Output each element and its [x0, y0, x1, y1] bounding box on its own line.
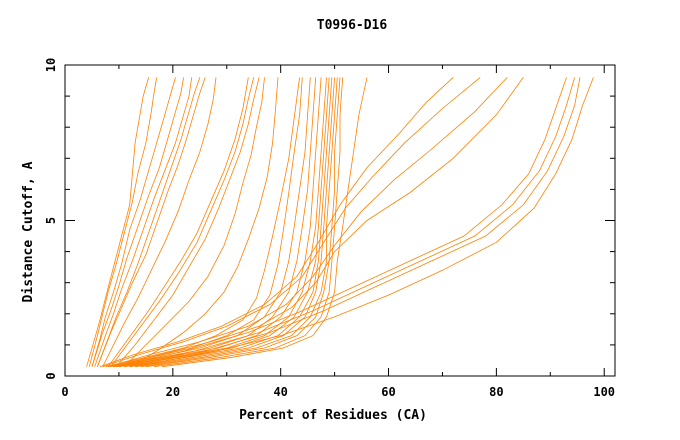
series-line-30 — [113, 77, 524, 368]
series-line-6 — [97, 77, 201, 367]
series-line-32 — [124, 77, 575, 368]
series-line-1 — [86, 77, 149, 367]
y-tick-label: 5 — [44, 217, 58, 224]
x-tick-label: 80 — [489, 385, 503, 399]
series-line-14 — [105, 77, 300, 368]
x-tick-label: 0 — [61, 385, 68, 399]
series-line-31 — [118, 77, 567, 368]
series-line-9 — [107, 77, 249, 367]
x-axis-label: Percent of Residues (CA) — [239, 408, 427, 423]
series-line-2 — [88, 77, 158, 367]
plot-lines — [86, 77, 594, 368]
series-line-11 — [115, 77, 260, 367]
series-line-15 — [108, 77, 303, 368]
series-line-7 — [97, 77, 206, 367]
series-line-21 — [129, 77, 333, 368]
series-line-4 — [91, 77, 184, 367]
series-line-8 — [102, 77, 217, 367]
series-line-27 — [102, 77, 481, 368]
x-tick-label: 60 — [381, 385, 395, 399]
series-line-13 — [129, 77, 279, 368]
series-line-18 — [116, 77, 322, 368]
y-tick-label: 10 — [44, 58, 58, 72]
y-tick-label: 0 — [44, 372, 58, 379]
series-line-22 — [135, 77, 335, 368]
series-line-28 — [99, 77, 454, 368]
series-line-3 — [91, 77, 176, 367]
series-line-5 — [94, 77, 193, 367]
series-line-17 — [113, 77, 317, 368]
series-line-23 — [140, 77, 338, 368]
series-line-26 — [162, 77, 368, 368]
chart-title: T0996-D16 — [317, 18, 388, 33]
series-line-16 — [110, 77, 311, 368]
series-line-34 — [135, 77, 594, 368]
series-line-19 — [118, 77, 327, 368]
y-axis-label: Distance Cutoff, A — [21, 161, 36, 302]
x-tick-label: 40 — [273, 385, 287, 399]
x-tick-label: 20 — [166, 385, 180, 399]
series-line-24 — [145, 77, 341, 368]
series-line-29 — [107, 77, 508, 368]
series-line-12 — [124, 77, 265, 367]
series-line-33 — [129, 77, 581, 368]
axis-ticks: 0 20 40 60 80 100 0 5 10 — [44, 58, 615, 399]
x-tick-label: 100 — [593, 385, 615, 399]
series-line-10 — [110, 77, 255, 367]
series-line-25 — [153, 77, 344, 368]
